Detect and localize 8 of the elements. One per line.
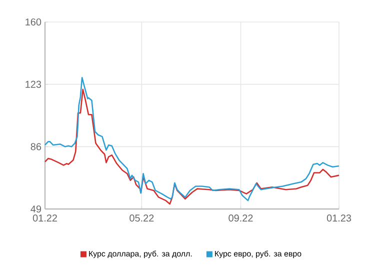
x-tick-label: 01.22 bbox=[32, 214, 57, 222]
y-tick-label: 123 bbox=[26, 80, 42, 88]
x-tick-label: 01.23 bbox=[326, 214, 352, 222]
x-tick-label: 05.22 bbox=[130, 214, 154, 222]
y-tick-label: 49 bbox=[30, 205, 42, 213]
y-tick-label: 160 bbox=[26, 18, 42, 26]
x-tick-label: 09.22 bbox=[228, 214, 253, 222]
y-tick-label: 86 bbox=[30, 143, 42, 150]
